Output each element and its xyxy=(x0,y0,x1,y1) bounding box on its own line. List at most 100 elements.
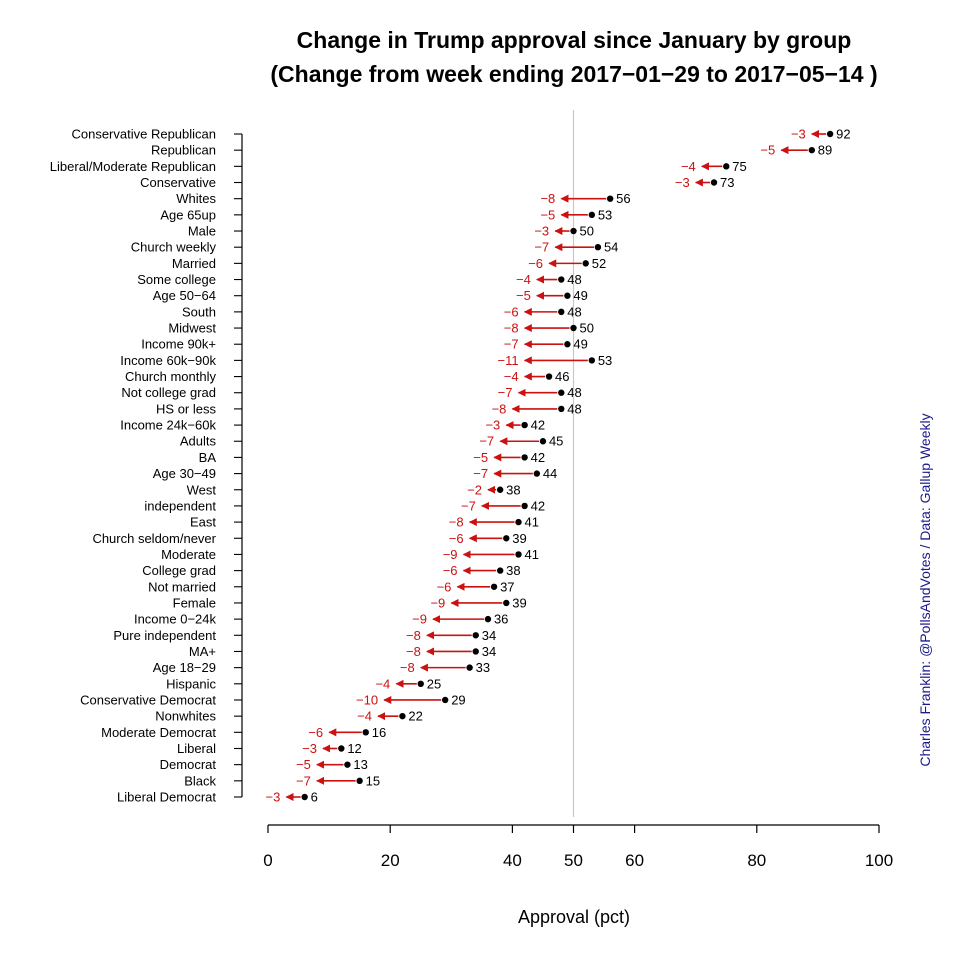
change-label: −8 xyxy=(449,515,464,530)
category-label: Nonwhites xyxy=(155,709,216,724)
current-value-label: 54 xyxy=(604,240,618,255)
current-value-label: 44 xyxy=(543,466,557,481)
current-point xyxy=(301,793,308,801)
category-label: Republican xyxy=(151,143,216,158)
category-label: East xyxy=(190,515,216,530)
change-label: −4 xyxy=(681,159,696,174)
change-label: −8 xyxy=(492,401,507,416)
category-label: Not college grad xyxy=(121,385,216,400)
current-value-label: 56 xyxy=(616,191,630,206)
x-axis-title: Approval (pct) xyxy=(518,907,630,927)
change-label: −6 xyxy=(437,579,452,594)
category-label: Conservative Republican xyxy=(71,127,216,142)
change-label: −5 xyxy=(296,757,311,772)
current-point xyxy=(484,615,492,623)
current-value-label: 13 xyxy=(353,757,367,772)
x-axis: 0 20 40 50 60 80 100 xyxy=(263,824,893,870)
category-label: Church seldom/never xyxy=(92,531,216,546)
change-label: −9 xyxy=(443,547,458,562)
category-label: Liberal xyxy=(177,741,216,756)
change-label: −7 xyxy=(479,434,494,449)
change-label: −6 xyxy=(443,563,458,578)
current-point xyxy=(521,454,528,461)
chart-subtitle: (Change from week ending 2017−01−29 to 2… xyxy=(270,61,877,87)
current-point xyxy=(558,276,565,283)
change-label: −3 xyxy=(675,175,690,190)
current-point xyxy=(496,567,504,574)
current-value-label: 52 xyxy=(592,256,606,271)
current-value-label: 25 xyxy=(427,676,441,691)
change-label: −3 xyxy=(302,741,317,756)
category-label: Income 0−24k xyxy=(134,612,217,627)
current-value-label: 34 xyxy=(482,644,496,659)
change-label: −7 xyxy=(461,498,476,513)
category-label: Some college xyxy=(137,272,216,287)
current-point xyxy=(356,777,363,785)
current-value-label: 29 xyxy=(451,692,465,707)
category-label: Pure independent xyxy=(113,628,216,643)
change-label: −7 xyxy=(296,773,311,788)
current-value-label: 34 xyxy=(482,628,496,643)
change-label: −6 xyxy=(449,531,464,546)
category-label: independent xyxy=(144,498,216,513)
current-point xyxy=(558,308,565,316)
current-value-label: 42 xyxy=(531,418,545,433)
category-label: Age 50−64 xyxy=(153,288,216,303)
current-point xyxy=(533,470,541,477)
x-tick-label: 60 xyxy=(625,851,644,870)
current-point xyxy=(521,502,528,510)
category-label: Moderate Democrat xyxy=(101,725,216,740)
current-point xyxy=(515,518,522,526)
current-value-label: 38 xyxy=(506,482,520,497)
current-value-label: 48 xyxy=(567,272,581,287)
current-value-label: 33 xyxy=(476,660,490,675)
change-label: −8 xyxy=(400,660,415,675)
change-label: −3 xyxy=(791,127,806,142)
current-value-label: 12 xyxy=(347,741,361,756)
current-point xyxy=(558,405,565,413)
change-label: −8 xyxy=(504,321,519,336)
change-label: −6 xyxy=(504,304,519,319)
current-point xyxy=(826,130,834,138)
current-point xyxy=(472,632,479,639)
category-label: Not married xyxy=(148,579,216,594)
change-label: −7 xyxy=(498,385,513,400)
current-point xyxy=(399,712,406,720)
change-label: −7 xyxy=(473,466,488,481)
current-value-label: 53 xyxy=(598,207,612,222)
category-label: Income 60k−90k xyxy=(120,353,216,368)
category-label: West xyxy=(187,482,217,497)
change-label: −7 xyxy=(534,240,549,255)
credit-text: Charles Franklin: @PollsAndVotes / Data:… xyxy=(917,413,933,766)
current-value-label: 45 xyxy=(549,434,563,449)
current-point xyxy=(570,227,577,235)
current-value-label: 50 xyxy=(580,321,594,336)
change-label: −6 xyxy=(528,256,543,271)
current-point xyxy=(582,260,589,267)
current-point xyxy=(808,146,815,154)
category-label: Age 65up xyxy=(160,207,216,222)
change-label: −11 xyxy=(498,353,519,368)
x-tick-label: 20 xyxy=(381,851,400,870)
category-label: Income 90k+ xyxy=(141,337,216,352)
category-label: Conservative xyxy=(140,175,216,190)
current-value-label: 42 xyxy=(531,450,545,465)
x-tick-label: 50 xyxy=(564,851,583,870)
change-label: −9 xyxy=(430,595,445,610)
change-label: −5 xyxy=(473,450,488,465)
current-point xyxy=(466,664,473,671)
current-point xyxy=(564,292,571,299)
current-value-label: 48 xyxy=(567,385,581,400)
current-point xyxy=(521,421,528,429)
current-value-label: 92 xyxy=(836,127,850,142)
change-label: −5 xyxy=(760,143,775,158)
change-label: −3 xyxy=(534,224,549,239)
current-point xyxy=(558,389,565,396)
change-label: −3 xyxy=(485,418,500,433)
category-label: Female xyxy=(173,595,216,610)
current-value-label: 73 xyxy=(720,175,734,190)
category-label: MA+ xyxy=(189,644,216,659)
change-label: −4 xyxy=(375,676,390,691)
current-point xyxy=(503,599,510,607)
